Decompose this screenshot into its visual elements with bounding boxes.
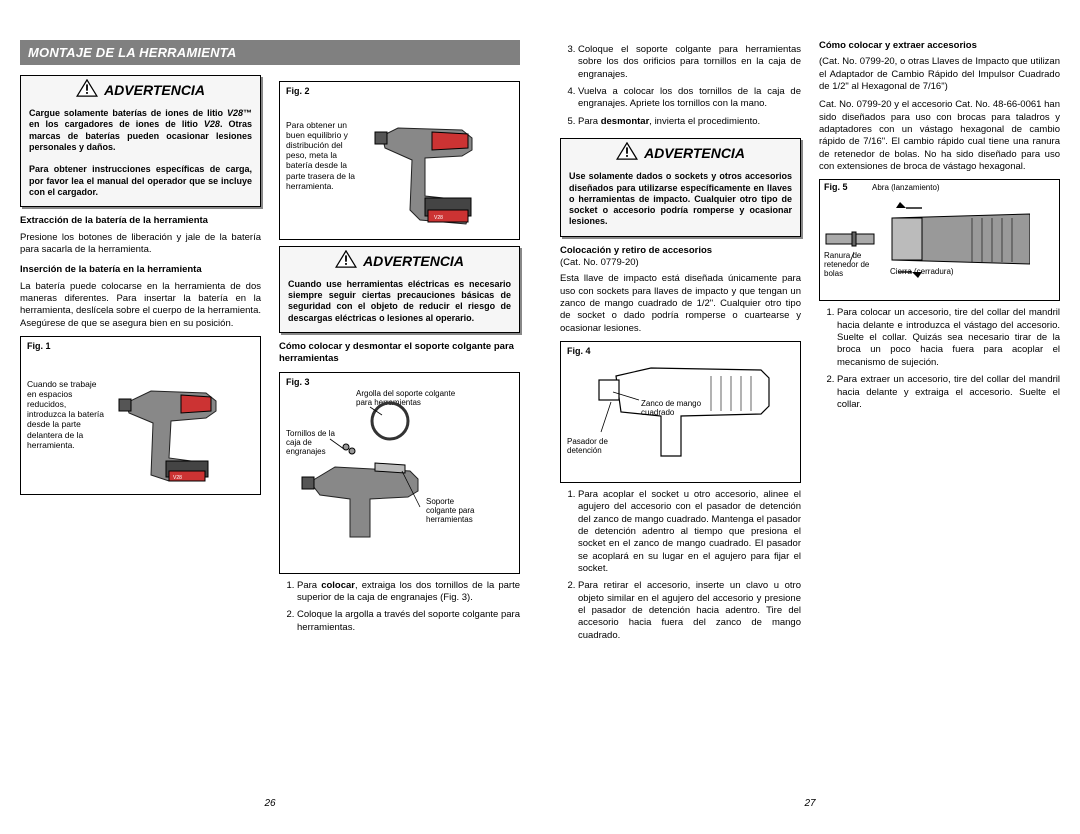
page-27: Coloque el soporte colgante para herrami… [540, 0, 1080, 834]
step-d-1: Para colocar un accesorio, tire del coll… [837, 307, 1060, 369]
hanger-steps-a: Para colocar, extraiga los dos tornillos… [279, 580, 520, 634]
heading-accessories-a: Colocación y retiro de accesorios [560, 245, 801, 257]
warning-triangle-icon [76, 79, 98, 101]
step-b-5: Para desmontar, invierta el procedimient… [578, 116, 801, 128]
page-number-27: 27 [560, 792, 1060, 809]
text-battery-remove: Presione los botones de liberación y jal… [20, 232, 261, 257]
warning-triangle-icon [335, 250, 357, 272]
hanger-steps-b: Coloque el soporte colgante para herrami… [560, 44, 801, 128]
step-c-1: Para acoplar el socket u otro accesorio,… [578, 489, 801, 575]
col-27-left: Coloque el soporte colgante para herrami… [560, 40, 801, 792]
warning-3-text: Use solamente dados o sockets y otros ac… [561, 167, 800, 235]
col-26-left: ADVERTENCIA Cargue solamente baterías de… [20, 75, 261, 792]
page-number-26: 26 [20, 792, 520, 809]
warning-1-text: Cargue solamente baterías de iones de li… [21, 104, 260, 206]
figure-2-image: V28 [370, 98, 488, 233]
figure-4: Fig. 4 Zanco de mango cua [560, 341, 801, 483]
heading-battery-remove: Extracción de la batería de la herramien… [20, 215, 261, 227]
text-accessories-a: Esta llave de impacto está diseñada únic… [560, 273, 801, 335]
step-a-1: Para colocar, extraiga los dos tornillos… [297, 580, 520, 605]
warning-label: ADVERTENCIA [104, 81, 205, 99]
text-accessories-b2: Cat. No. 0799-20 y el accesorio Cat. No.… [819, 99, 1060, 173]
step-b-4: Vuelva a colocar los dos tornillos de la… [578, 86, 801, 111]
cat-no-a: (Cat. No. 0779-20) [560, 257, 801, 269]
figure-5-image [822, 192, 1030, 287]
warning-box-2: ADVERTENCIA Cuando use herramientas eléc… [279, 246, 520, 333]
warning-label: ADVERTENCIA [363, 252, 464, 270]
warning-2-text: Cuando use herramientas eléctricas es ne… [280, 275, 519, 332]
page-26: MONTAJE DE LA HERRAMIENTA ADVERTENCIA Ca… [0, 0, 540, 834]
accessory-steps-b: Para colocar un accesorio, tire del coll… [819, 307, 1060, 411]
figure-1-image: V28 [111, 353, 229, 488]
heading-hanger: Cómo colocar y desmontar el soporte colg… [279, 341, 520, 366]
col-26-right: Fig. 2 Para obtener un buen equilibrio y… [279, 75, 520, 792]
heading-accessories-b: Cómo colocar y extraer accesorios [819, 40, 1060, 52]
col-27-right: Cómo colocar y extraer accesorios (Cat. … [819, 40, 1060, 792]
section-title: MONTAJE DE LA HERRAMIENTA [20, 40, 520, 65]
step-b-3: Coloque el soporte colgante para herrami… [578, 44, 801, 81]
figure-5: Fig. 5 Abra (lanzamiento) Ranura de rete… [819, 179, 1060, 301]
svg-text:V28: V28 [434, 215, 443, 221]
text-accessories-b1: (Cat. No. 0799-20, o otras Llaves de Imp… [819, 56, 1060, 93]
figure-2-caption: Para obtener un buen equilibrio y distri… [286, 98, 364, 191]
heading-battery-insert: Inserción de la batería en la herramient… [20, 264, 261, 276]
text-battery-insert: La batería puede colocarse en la herrami… [20, 281, 261, 330]
figure-1-label: Fig. 1 [27, 341, 254, 353]
step-c-2: Para retirar el accesorio, inserte un cl… [578, 580, 801, 642]
warning-label: ADVERTENCIA [644, 144, 745, 162]
figure-3-image [280, 387, 480, 557]
figure-4-label-anvil: Zanco de mango cuadrado [641, 400, 711, 418]
accessory-steps-a: Para acoplar el socket u otro accesorio,… [560, 489, 801, 642]
step-d-2: Para extraer un accesorio, tire del coll… [837, 374, 1060, 411]
figure-3: Fig. 3 Argolla del soporte colgante para… [279, 372, 520, 574]
warning-box-3: ADVERTENCIA Use solamente dados o socket… [560, 138, 801, 236]
figure-4-label-pin: Pasador de detención [567, 438, 622, 456]
figure-1-caption: Cuando se trabaje en espacios reducidos,… [27, 353, 105, 450]
warning-triangle-icon [616, 142, 638, 164]
step-a-2: Coloque la argolla a través del soporte … [297, 609, 520, 634]
page-spread: MONTAJE DE LA HERRAMIENTA ADVERTENCIA Ca… [0, 0, 1080, 834]
figure-2-label: Fig. 2 [286, 86, 513, 98]
svg-text:V28: V28 [173, 475, 182, 481]
warning-box-1: ADVERTENCIA Cargue solamente baterías de… [20, 75, 261, 207]
figure-2: Fig. 2 Para obtener un buen equilibrio y… [279, 81, 520, 240]
figure-1: Fig. 1 Cuando se trabaje en espacios red… [20, 336, 261, 495]
